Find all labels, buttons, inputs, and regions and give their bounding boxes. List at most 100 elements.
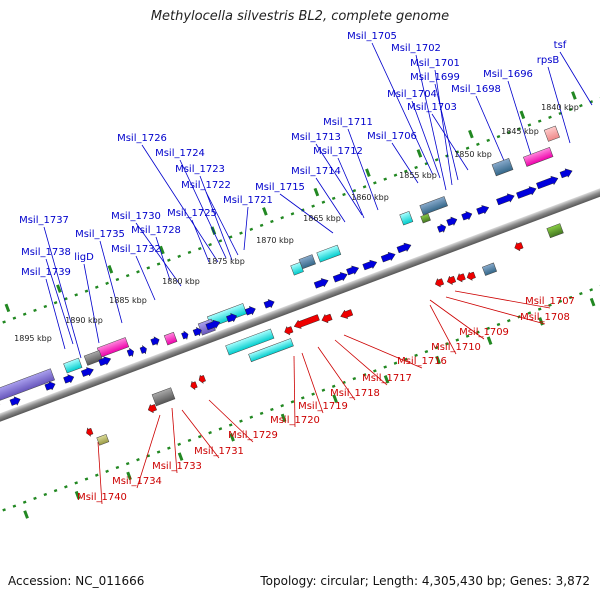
leader-line — [97, 441, 103, 505]
forward-gene-arrow — [150, 336, 160, 346]
tick-mark — [589, 297, 596, 307]
tick-dot — [249, 227, 254, 231]
leader-line — [45, 258, 74, 345]
feature-block — [63, 357, 83, 374]
tick-mark — [332, 394, 338, 403]
forward-gene-label: Msil_1704 — [387, 89, 437, 100]
tick-dot — [331, 196, 336, 201]
tick-dot — [2, 320, 6, 324]
leader-line — [179, 159, 227, 259]
kbp-label: 1850 kbp — [454, 150, 492, 159]
tick-dot — [455, 338, 460, 342]
tick-dot — [167, 258, 171, 262]
forward-gene-label: Msil_1732 — [111, 244, 161, 255]
tick-dot — [53, 301, 58, 305]
tick-mark — [56, 284, 62, 293]
tick-mark — [23, 510, 29, 519]
reverse-gene-arrow — [466, 271, 476, 281]
tick-dot — [208, 431, 212, 435]
genome-backbone — [0, 153, 600, 457]
tick-dot — [445, 154, 449, 158]
forward-gene-arrow — [461, 211, 473, 221]
leader-line — [559, 51, 593, 106]
tick-dot — [218, 427, 223, 431]
forward-gene-arrow — [205, 319, 221, 331]
feature-block — [151, 387, 176, 407]
tick-dot — [105, 469, 109, 473]
leader-line — [431, 113, 469, 171]
tick-dot — [12, 316, 17, 320]
tick-dot — [476, 330, 480, 334]
forward-gene-label: Msil_1725 — [167, 208, 217, 219]
leader-line — [135, 222, 182, 287]
tick-dot — [280, 404, 285, 408]
reverse-gene-label: Msil_1720 — [270, 415, 320, 426]
backbone-bar — [0, 153, 600, 457]
leader-line — [279, 193, 334, 234]
accession-text: Accession: NC_011666 — [8, 574, 145, 588]
tick-dot — [74, 481, 79, 485]
reverse-gene-label: Msil_1707 — [525, 296, 575, 307]
forward-gene-arrow — [0, 401, 1, 411]
tick-dot — [403, 169, 408, 173]
feature-block — [83, 350, 103, 366]
leader-line — [171, 407, 178, 474]
tick-dot — [280, 216, 285, 220]
leader-line — [547, 66, 571, 144]
forward-gene-label: rpsB — [537, 55, 560, 66]
tick-dot — [579, 104, 583, 108]
leader-line — [43, 226, 82, 359]
kbp-label: 1875 kbp — [207, 257, 245, 266]
tick-dot — [548, 115, 552, 119]
tick-dot — [136, 458, 140, 462]
tick-dot — [393, 173, 398, 177]
tick-dot — [568, 295, 573, 300]
forward-gene-label: Msil_1696 — [483, 69, 533, 80]
tick-mark — [262, 207, 268, 216]
tick-dot — [115, 465, 120, 470]
tick-dot-tracks — [2, 91, 600, 519]
feature-block — [543, 125, 560, 142]
reverse-gene-label: Msil_1733 — [152, 461, 202, 472]
tick-dot — [506, 131, 511, 135]
tick-mark — [313, 187, 320, 197]
tick-mark — [126, 471, 132, 481]
tick-dot — [43, 492, 48, 497]
tick-dot — [300, 396, 305, 400]
tick-mark — [229, 433, 235, 442]
tick-dot — [383, 177, 388, 181]
tick-dot — [579, 291, 583, 296]
forward-gene-arrow — [313, 278, 329, 289]
kbp-label: 1870 kbp — [256, 236, 294, 245]
feature-block — [399, 210, 414, 226]
reverse-gene-label: Msil_1717 — [362, 373, 412, 384]
forward-gene-label: ligD — [74, 252, 94, 263]
reverse-gene-arrow — [293, 314, 320, 329]
tick-dot — [527, 311, 532, 315]
leader-line — [293, 355, 296, 428]
leader-line — [445, 296, 546, 325]
forward-gene-label: Msil_1739 — [21, 267, 71, 278]
leader-line — [434, 69, 453, 186]
tick-dot — [43, 304, 48, 309]
tick-mark — [4, 303, 11, 313]
forward-gene-arrow — [226, 313, 238, 323]
kbp-label: 1855 kbp — [399, 171, 437, 180]
leader-line — [411, 100, 441, 179]
forward-gene-arrow — [139, 344, 147, 355]
feature-block — [420, 213, 431, 224]
tick-dot — [393, 361, 398, 365]
tick-dot — [115, 277, 120, 282]
tick-dot — [311, 204, 315, 208]
forward-gene-arrow — [80, 367, 94, 377]
reverse-gene-label: Msil_1729 — [228, 430, 278, 441]
tick-dot — [84, 477, 89, 481]
tick-dot — [537, 119, 542, 123]
tick-dot — [94, 285, 99, 289]
gene-labels: Msil_1705Msil_1702Msil_1701Msil_1699Msil… — [19, 31, 575, 503]
reverse-gene-arrow — [514, 241, 524, 252]
tick-dot — [197, 434, 202, 439]
forward-gene-arrow — [263, 299, 275, 309]
leader-line — [99, 240, 123, 324]
